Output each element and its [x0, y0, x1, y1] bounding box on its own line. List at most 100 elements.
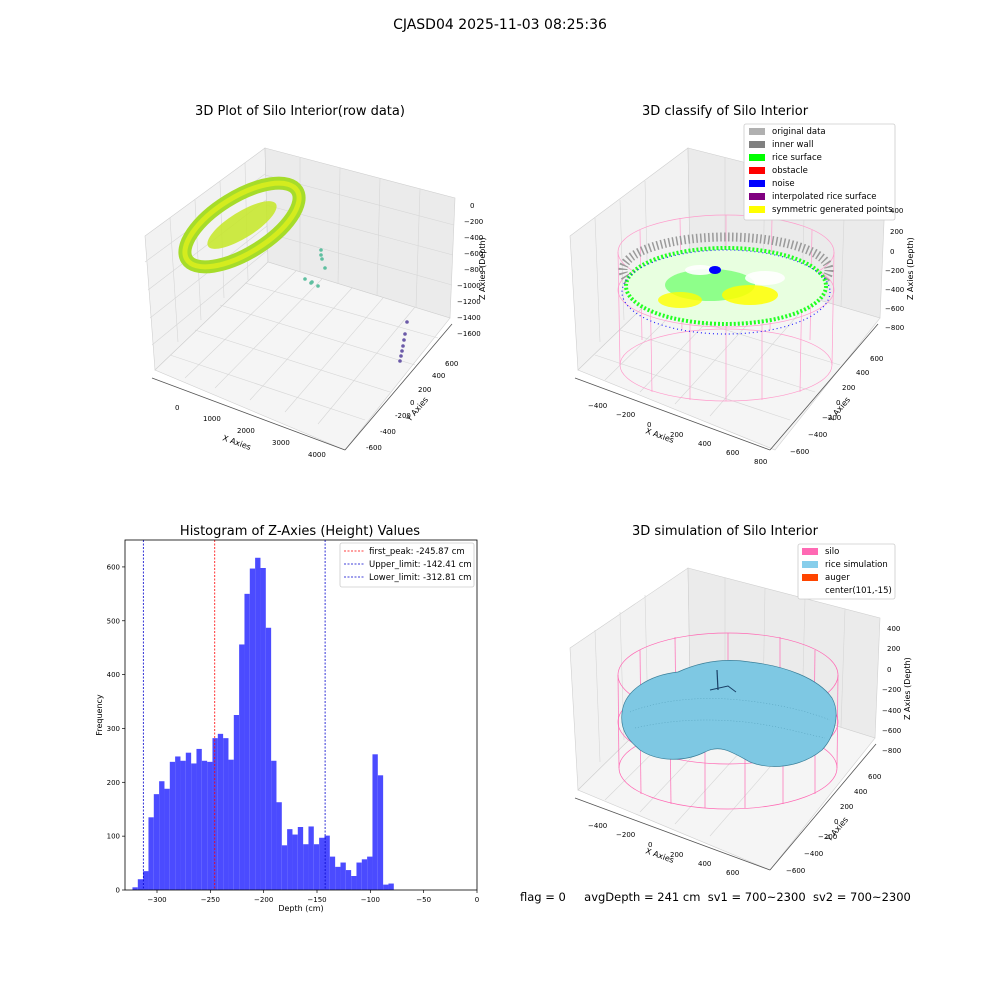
p2-legend-label: symmetric generated points: [772, 205, 893, 215]
histogram-bar: [292, 834, 298, 890]
panel2-3d-plot: original data inner wall rice surface ob…: [569, 123, 915, 466]
histogram-y-ticks: 0 100 200 300 400 500 600: [107, 563, 125, 895]
p1-ytick: -600: [366, 444, 382, 452]
p2-xtick: 400: [698, 440, 711, 448]
sv1-text: sv1 = 700~2300: [707, 890, 806, 904]
p2-inner-wall: [618, 232, 834, 308]
p4-ytick: −600: [786, 867, 805, 875]
p4-legend: silo rice simulation auger center(101,-1…: [797, 543, 896, 600]
p2-xtick: 0: [647, 421, 651, 429]
p1-ytick: -400: [380, 428, 396, 436]
p2-ytick: 0: [836, 399, 840, 407]
p1-ytick: 400: [432, 372, 445, 380]
histogram-bar: [137, 879, 144, 890]
p2-legend-swatch: [749, 154, 765, 161]
p4-legend-swatch: [802, 561, 818, 568]
histogram-bar: [217, 733, 224, 890]
histogram-bar: [228, 759, 234, 890]
histogram-bar: [324, 835, 330, 890]
hist-legend: first_peak: -245.87 cm Upper_limit: -142…: [339, 542, 475, 588]
p2-ytick: −600: [790, 448, 809, 456]
p2-legend-box: [743, 123, 896, 221]
histogram-bar: [132, 887, 138, 890]
p1-scatter-deep: [398, 320, 409, 363]
p1-xlabel: X Axies: [221, 433, 252, 452]
p1-ytick: 600: [445, 360, 458, 368]
histogram-bar: [239, 644, 245, 890]
histogram-bar: [351, 876, 357, 890]
histogram-bar: [388, 883, 394, 890]
p1-ztick: −1200: [457, 298, 481, 306]
hist-xtick-label: −50: [416, 896, 431, 904]
p2-ztick: 0: [890, 248, 894, 256]
p2-xtick: 800: [754, 458, 767, 466]
hist-ytick-label: 400: [107, 671, 120, 679]
hist-xlabel: Depth (cm): [278, 904, 323, 913]
p2-y-ticks: −600 −400 −200 0 200 400 600: [790, 355, 883, 456]
p1-ztick: −1600: [457, 330, 481, 338]
p4-ztick: 200: [887, 645, 900, 653]
p4-xtick: −400: [588, 822, 607, 830]
p4-ytick: 0: [834, 818, 838, 826]
p2-ytick: −400: [808, 431, 827, 439]
histogram-bar: [207, 761, 213, 890]
p2-ztick: 400: [890, 207, 903, 215]
hist-legend-label: Lower_limit: -312.81 cm: [369, 573, 471, 583]
histogram-bar: [287, 829, 293, 890]
p1-xtick: 0: [175, 404, 179, 412]
histogram-bar: [201, 760, 208, 890]
p2-legend-label: inner wall: [772, 140, 813, 150]
p4-legend-swatch: [802, 548, 818, 555]
p4-ztick: −600: [882, 727, 901, 735]
p4-ytick: 400: [854, 788, 867, 796]
p1-ztick: −1000: [457, 282, 481, 290]
histogram-bar: [313, 844, 320, 890]
p1-x-ticks: 0 1000 2000 3000 4000: [175, 404, 326, 459]
avg-depth-text: avgDepth = 241 cm: [584, 890, 701, 904]
p1-y-ticks: -600 -400 -200 0 200 400 600: [366, 360, 458, 452]
histogram-bar: [335, 866, 341, 890]
hist-ytick-label: 200: [107, 779, 120, 787]
p2-points: [658, 265, 785, 308]
panel4-title: 3D simulation of Silo Interior: [632, 524, 818, 539]
histogram-bar: [345, 870, 352, 890]
p2-legend: original data inner wall rice surface ob…: [743, 123, 896, 221]
p2-ztick: −400: [885, 286, 904, 294]
histogram-bar: [367, 856, 373, 890]
histogram-bar: [271, 760, 277, 890]
p4-legend-label: center(101,-15): [825, 586, 892, 596]
p1-ztick: −400: [464, 234, 483, 242]
p2-noise: [621, 249, 831, 335]
histogram-bar: [329, 856, 336, 890]
p4-ztick: 0: [887, 666, 891, 674]
histogram-bar: [185, 752, 192, 890]
p4-y-ticks: −600 −400 −200 0 200 400 600: [786, 773, 881, 875]
histogram-chart: −300 −250 −200 −150 −100 −50 0 0 100 200 300 400 50…: [95, 539, 479, 913]
histogram-bar: [260, 568, 266, 890]
p2-ztick: −600: [885, 305, 904, 313]
p1-ztick: −800: [464, 266, 483, 274]
p1-xtick: 4000: [308, 451, 326, 459]
p2-x-ticks: −400 −200 0 200 400 600 800: [588, 402, 767, 466]
histogram-bar: [281, 845, 288, 890]
histogram-bar: [361, 859, 368, 890]
p1-ztick: −200: [464, 218, 483, 226]
p2-legend-swatch: [749, 193, 765, 200]
histogram-bar: [372, 754, 378, 890]
histogram-bar: [383, 884, 389, 890]
histogram-bar: [244, 593, 250, 890]
flag-text: flag = 0: [520, 890, 566, 904]
p4-ztick: 400: [887, 625, 900, 633]
p4-xtick: 200: [670, 851, 683, 859]
p2-ztick: −800: [885, 324, 904, 332]
p4-legend-label: auger: [825, 573, 850, 583]
p2-ytick: 400: [856, 369, 869, 377]
panel4-3d-plot: silo rice simulation auger center(101,-1…: [569, 543, 912, 877]
p2-ytick: 600: [870, 355, 883, 363]
p2-legend-swatch: [749, 141, 765, 148]
hist-xtick-label: 0: [475, 896, 479, 904]
p1-xtick: 2000: [237, 427, 255, 435]
hist-legend-label: first_peak: -245.87 cm: [369, 547, 465, 557]
figure-title: CJASD04 2025-11-03 08:25:36: [393, 17, 607, 33]
histogram-bar: [340, 862, 346, 890]
